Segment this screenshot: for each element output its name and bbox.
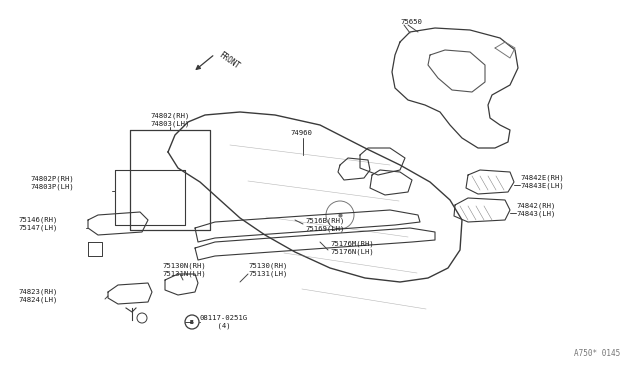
Text: 74842E(RH)
74843E(LH): 74842E(RH) 74843E(LH) [520,175,564,189]
Text: 75650: 75650 [400,19,422,25]
Text: B: B [190,320,194,324]
Text: A750* 0145: A750* 0145 [573,349,620,358]
Text: 74823(RH)
74824(LH): 74823(RH) 74824(LH) [18,289,58,303]
Text: 74802P(RH)
74803P(LH): 74802P(RH) 74803P(LH) [30,176,74,190]
Text: 74802(RH)
74803(LH): 74802(RH) 74803(LH) [150,113,189,127]
Text: 74842(RH)
74843(LH): 74842(RH) 74843(LH) [516,203,556,217]
Text: 75130(RH)
75131(LH): 75130(RH) 75131(LH) [248,263,287,277]
Text: 7516B(RH)
75169(LH): 7516B(RH) 75169(LH) [305,218,344,232]
Text: 08117-0251G
    (4): 08117-0251G (4) [200,315,248,329]
Text: 74960: 74960 [290,130,312,136]
Text: 75146(RH)
75147(LH): 75146(RH) 75147(LH) [18,217,58,231]
Text: 75130N(RH)
75131N(LH): 75130N(RH) 75131N(LH) [162,263,205,277]
Text: 75176M(RH)
75176N(LH): 75176M(RH) 75176N(LH) [330,241,374,255]
Text: FRONT: FRONT [217,50,241,71]
